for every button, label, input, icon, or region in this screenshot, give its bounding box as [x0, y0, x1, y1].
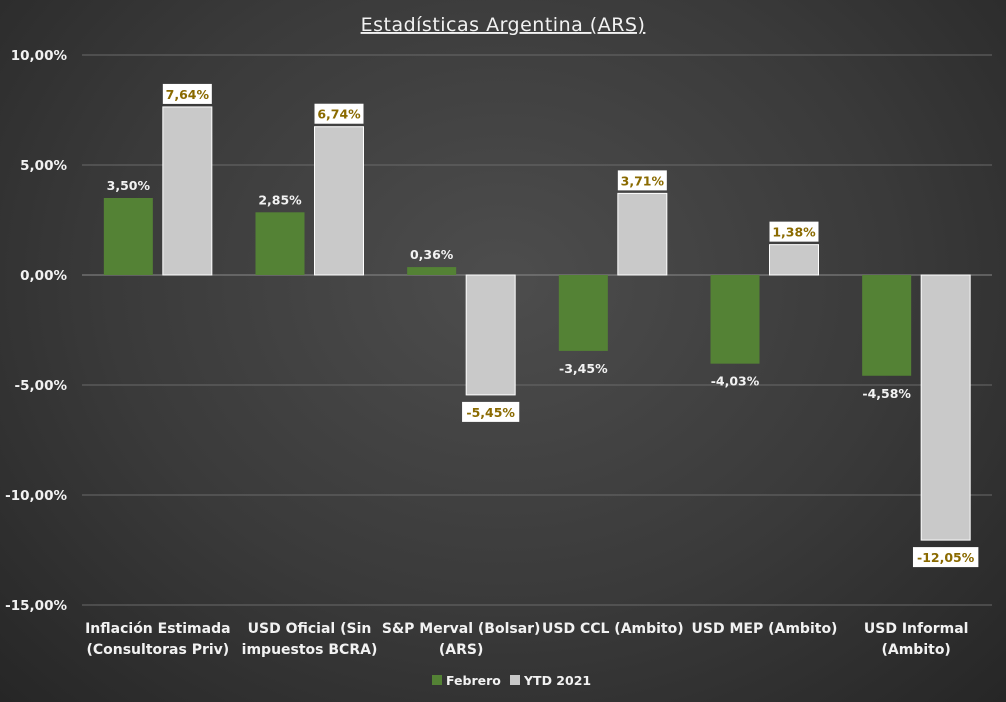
legend-swatch — [432, 675, 442, 685]
bar-febrero — [103, 198, 153, 275]
data-labels: 3,50% 7,64% 2,85% 6,74% 0,36% -5,45% -3,45% 3,7… — [107, 83, 979, 568]
y-tick-label: -15,00% — [5, 598, 67, 614]
data-label: -12,05% — [917, 550, 975, 565]
data-label-box — [314, 103, 364, 124]
y-axis: 10,00% 5,00% 0,00% -5,00% -10,00% -15,00% — [5, 48, 67, 614]
data-label: 3,50% — [107, 178, 151, 193]
bar-febrero — [558, 275, 608, 351]
data-label: -4,03% — [711, 374, 760, 389]
bars — [103, 106, 971, 541]
x-tick-label: impuestos BCRA) — [242, 642, 378, 658]
bar-ytd-2021 — [920, 274, 971, 541]
legend-label: Febrero — [446, 673, 501, 688]
chart-title: Estadísticas Argentina (ARS) — [361, 14, 646, 36]
data-label-box — [462, 401, 520, 422]
x-tick-label: USD Oficial (Sin — [248, 621, 372, 637]
bar-ytd-2021 — [314, 126, 364, 276]
x-tick-label: Inflación Estimada — [85, 621, 230, 637]
x-tick-label: (Consultoras Priv) — [86, 642, 229, 658]
bar-ytd-2021 — [162, 106, 213, 276]
legend-label: YTD 2021 — [523, 673, 591, 688]
bar-febrero — [862, 275, 912, 376]
data-label-box — [769, 221, 819, 242]
legend: Febrero YTD 2021 — [432, 673, 591, 688]
y-tick-label: -5,00% — [15, 378, 68, 394]
data-label: -5,45% — [466, 405, 515, 420]
bar-ytd-2021 — [769, 244, 819, 276]
y-tick-label: -10,00% — [5, 488, 67, 504]
x-tick-label: S&P Merval (Bolsar) — [382, 621, 541, 637]
y-tick-label: 10,00% — [11, 48, 68, 64]
x-tick-label: (ARS) — [439, 642, 484, 658]
x-tick-label: USD Informal — [864, 621, 969, 637]
data-label-box — [912, 547, 979, 568]
x-tick-label: USD MEP (Ambito) — [692, 621, 838, 637]
bar-ytd-2021 — [465, 274, 516, 396]
x-tick-label: USD CCL (Ambito) — [542, 621, 684, 637]
y-tick-label: 0,00% — [20, 268, 67, 284]
data-label: 2,85% — [258, 192, 302, 207]
grid — [82, 54, 992, 606]
x-tick-label: (Ambito) — [881, 642, 950, 658]
bar-febrero — [407, 267, 457, 275]
y-tick-label: 5,00% — [20, 158, 67, 174]
data-label: 6,74% — [317, 107, 361, 122]
bar-febrero — [255, 212, 305, 275]
data-label: 1,38% — [772, 225, 816, 240]
data-label: 7,64% — [166, 87, 210, 102]
bar-febrero — [710, 275, 760, 364]
data-label: -3,45% — [559, 361, 608, 376]
data-label-box — [162, 83, 212, 104]
data-label: 3,71% — [621, 173, 665, 188]
data-label: -4,58% — [862, 386, 911, 401]
legend-swatch — [510, 675, 520, 685]
data-label: 0,36% — [410, 247, 454, 262]
x-axis: Inflación Estimada (Consultoras Priv) USD … — [85, 621, 968, 658]
bar-ytd-2021 — [617, 192, 668, 276]
data-label-box — [617, 170, 667, 191]
